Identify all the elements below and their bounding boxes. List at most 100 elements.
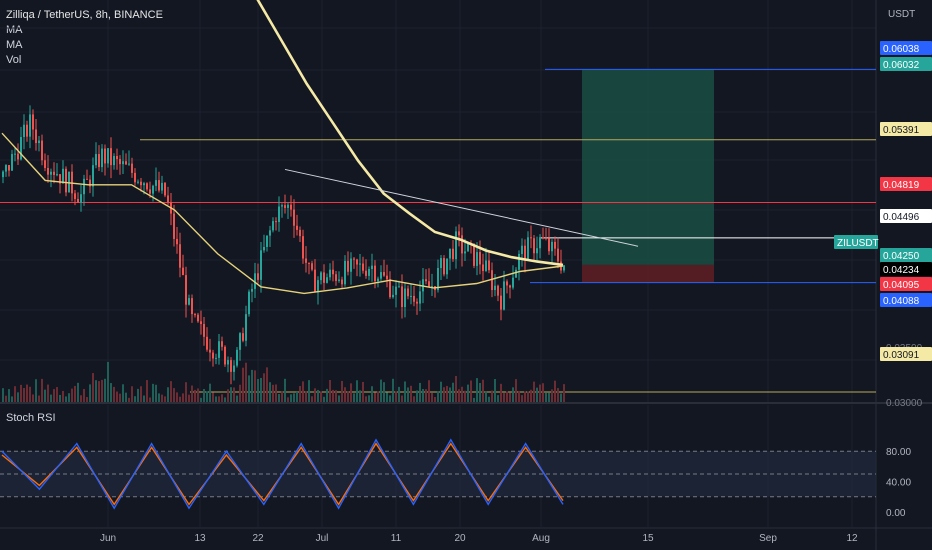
indicator-ma-2[interactable]: MA bbox=[6, 39, 23, 51]
chart-title: Zilliqa / TetherUS, 8h, BINANCE bbox=[6, 9, 163, 21]
volume-bar bbox=[515, 379, 517, 402]
candle-body bbox=[527, 237, 529, 261]
volume-bar bbox=[287, 397, 289, 402]
volume-bar bbox=[446, 385, 448, 402]
volume-bar bbox=[203, 388, 205, 402]
candle-body bbox=[215, 357, 217, 359]
volume-bar bbox=[281, 391, 283, 402]
candle-body bbox=[140, 181, 142, 186]
volume-bar bbox=[209, 383, 211, 402]
volume-bar bbox=[290, 394, 292, 402]
candle-body bbox=[476, 252, 478, 266]
volume-bar bbox=[146, 380, 148, 402]
volume-bar bbox=[449, 387, 451, 402]
candle-body bbox=[353, 258, 355, 260]
volume-bar bbox=[425, 389, 427, 402]
volume-bar bbox=[335, 390, 337, 402]
candle-body bbox=[128, 163, 130, 165]
candle-body bbox=[59, 174, 61, 184]
candle-body bbox=[365, 270, 367, 276]
candle-body bbox=[179, 244, 181, 268]
volume-bar bbox=[113, 386, 115, 402]
volume-bar bbox=[503, 393, 505, 402]
candle-body bbox=[206, 336, 208, 350]
volume-bar bbox=[371, 386, 373, 402]
volume-bar bbox=[29, 386, 31, 402]
candle-body bbox=[125, 161, 127, 165]
volume-bar bbox=[122, 384, 124, 402]
volume-bar bbox=[107, 361, 109, 402]
volume-bar bbox=[197, 388, 199, 402]
price-label-text: 0.06038 bbox=[883, 44, 920, 55]
volume-bar bbox=[14, 386, 16, 402]
price-label-box bbox=[880, 347, 932, 361]
volume-bar bbox=[437, 391, 439, 402]
candle-body bbox=[233, 365, 235, 372]
candle-body bbox=[218, 341, 220, 358]
volume-bar bbox=[470, 380, 472, 402]
volume-bar bbox=[419, 382, 421, 402]
candle-body bbox=[548, 238, 550, 252]
candle-body bbox=[185, 275, 187, 305]
price-label-box bbox=[880, 293, 932, 307]
candle-body bbox=[53, 171, 55, 175]
price-label-text: 0.04819 bbox=[883, 180, 920, 191]
position-target-zone bbox=[582, 69, 714, 265]
volume-bar bbox=[65, 396, 67, 402]
candle-body bbox=[392, 294, 394, 298]
volume-bars bbox=[2, 361, 565, 402]
price-label-box bbox=[880, 122, 932, 136]
volume-bar bbox=[236, 395, 238, 402]
volume-bar bbox=[311, 396, 313, 402]
indicator-vol[interactable]: Vol bbox=[6, 54, 22, 66]
candle-body bbox=[197, 314, 199, 322]
candles bbox=[2, 105, 565, 385]
volume-bar bbox=[305, 391, 307, 402]
candle-body bbox=[110, 148, 112, 166]
candle-body bbox=[467, 243, 469, 252]
volume-bar bbox=[68, 393, 70, 402]
candle-body bbox=[455, 231, 457, 260]
candle-body bbox=[452, 248, 454, 260]
candle-body bbox=[266, 235, 268, 247]
volume-bar bbox=[278, 393, 280, 402]
price-labels: 0.06038 0.06032 0.05391 0.04819 0.04496 ZILUS… bbox=[834, 41, 932, 361]
candle-body bbox=[152, 185, 154, 194]
candle-body bbox=[194, 314, 196, 316]
candle-body bbox=[314, 269, 316, 292]
indicator-ma-1[interactable]: MA bbox=[6, 24, 23, 36]
candle-body bbox=[146, 183, 148, 190]
candle-body bbox=[488, 260, 490, 271]
candle-body bbox=[398, 286, 400, 288]
stoch-rsi-title: Stoch RSI bbox=[6, 412, 56, 424]
candle-body bbox=[5, 165, 7, 172]
candle-body bbox=[38, 140, 40, 144]
volume-bar bbox=[353, 393, 355, 402]
volume-bar bbox=[248, 375, 250, 402]
candle-body bbox=[26, 124, 28, 137]
rsi-tick-label: 0.00 bbox=[886, 508, 906, 519]
candle-body bbox=[191, 298, 193, 315]
candle-body bbox=[419, 291, 421, 304]
candle-body bbox=[134, 172, 136, 183]
volume-bar bbox=[338, 395, 340, 402]
candle-body bbox=[89, 179, 91, 187]
volume-bar bbox=[257, 378, 259, 402]
candle-body bbox=[260, 250, 262, 280]
candle-body bbox=[308, 262, 310, 264]
candle-body bbox=[296, 225, 298, 230]
volume-bar bbox=[191, 385, 193, 402]
position-stop-zone bbox=[582, 264, 714, 283]
volume-bar bbox=[389, 395, 391, 402]
volume-bar bbox=[308, 380, 310, 402]
volume-bar bbox=[365, 396, 367, 402]
candle-body bbox=[425, 279, 427, 282]
volume-bar bbox=[329, 379, 331, 402]
time-tick-label: 12 bbox=[846, 533, 858, 544]
volume-bar bbox=[101, 379, 103, 402]
price-label-box bbox=[880, 262, 932, 276]
volume-bar bbox=[440, 381, 442, 402]
candle-body bbox=[95, 154, 97, 166]
candle-body bbox=[485, 260, 487, 271]
